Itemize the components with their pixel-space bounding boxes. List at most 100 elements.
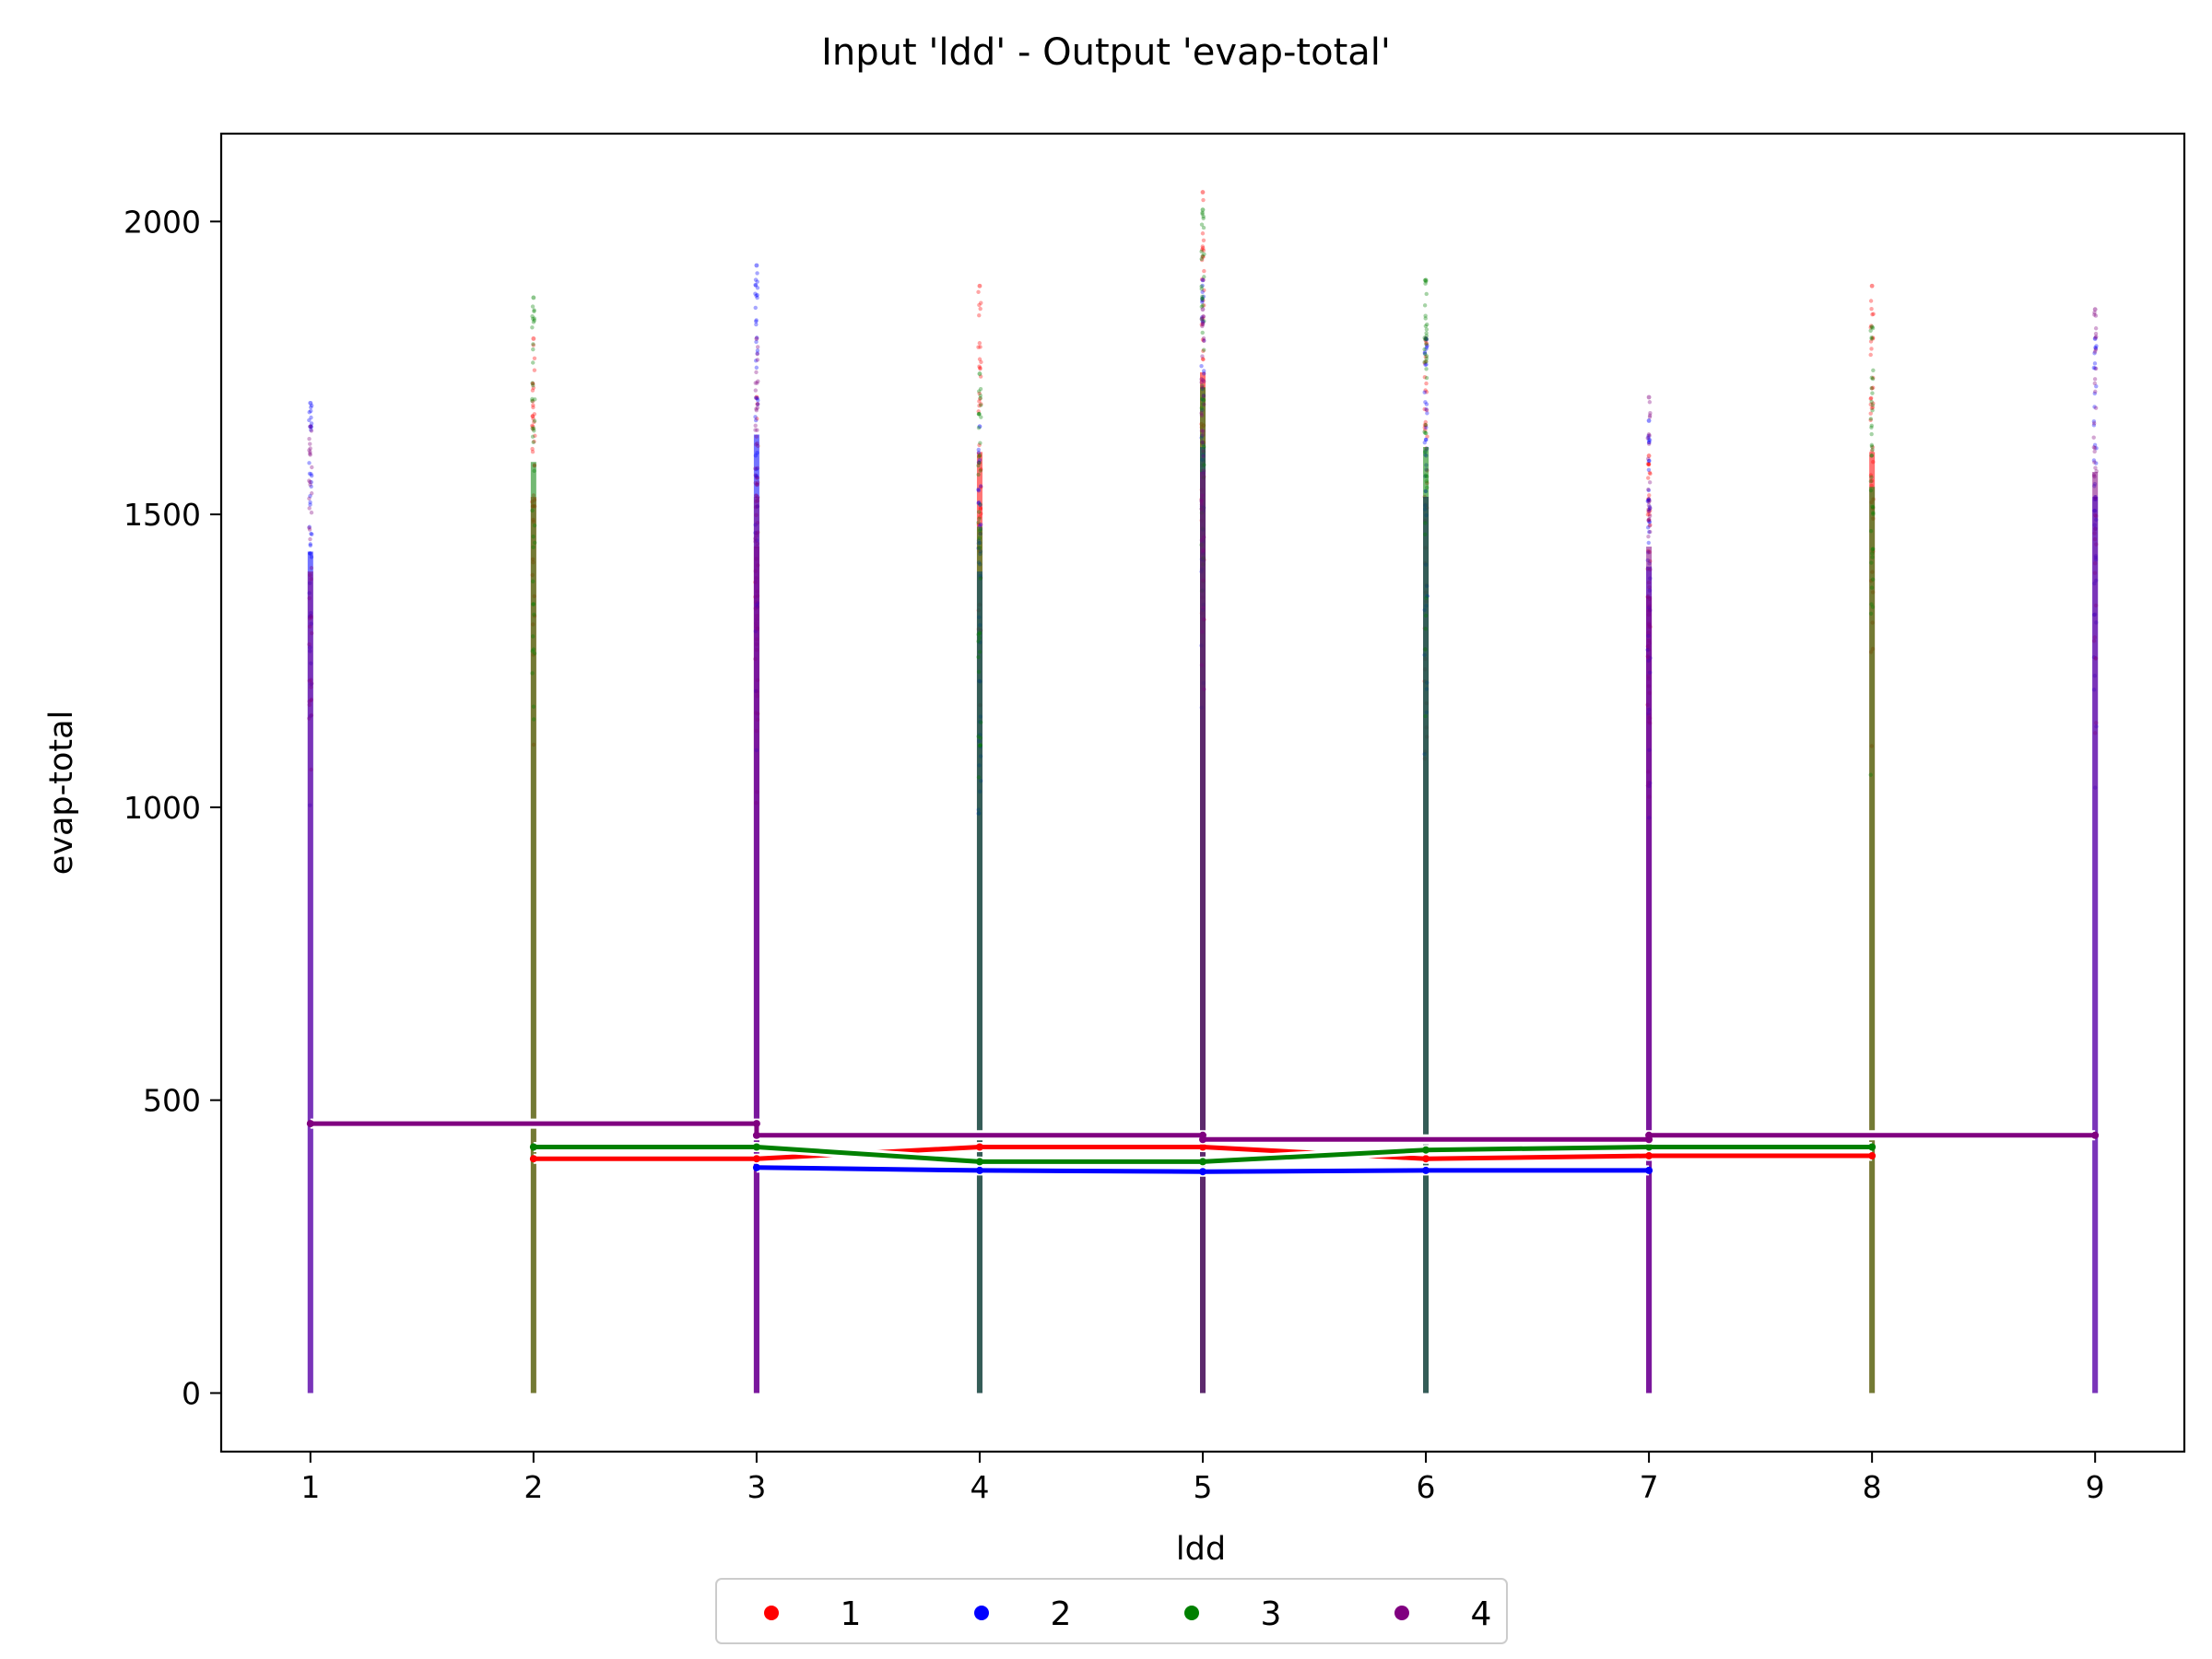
- data-point: [1201, 248, 1206, 253]
- data-point: [1201, 606, 1206, 610]
- series-2-line-vertex: [975, 1166, 983, 1174]
- data-point: [1870, 555, 1875, 559]
- data-point: [1199, 249, 1204, 254]
- data-point: [1648, 505, 1653, 511]
- data-point: [2092, 391, 2097, 396]
- data-point: [308, 453, 312, 457]
- data-point: [1201, 214, 1206, 219]
- data-point: [755, 613, 759, 618]
- data-point: [979, 485, 983, 489]
- data-point: [1423, 338, 1428, 343]
- data-point: [1200, 384, 1205, 390]
- data-point: [1871, 401, 1876, 406]
- data-point: [531, 405, 535, 410]
- data-point: [2092, 571, 2098, 575]
- data-point: [531, 424, 535, 429]
- data-point: [755, 358, 760, 362]
- data-point: [2092, 460, 2097, 465]
- legend-frame: [715, 1578, 1508, 1644]
- data-point: [2092, 531, 2097, 535]
- data-point: [1647, 519, 1652, 524]
- data-point: [1422, 450, 1428, 454]
- data-point: [1199, 222, 1205, 227]
- data-point: [977, 399, 982, 404]
- data-point: [977, 631, 982, 636]
- data-point-max: [1869, 324, 1875, 330]
- data-point: [2092, 361, 2098, 366]
- data-point: [977, 453, 982, 458]
- data-point: [530, 381, 535, 385]
- data-point: [2091, 419, 2097, 424]
- data-point: [307, 436, 312, 441]
- data-point-max: [1646, 453, 1652, 458]
- data-point: [1868, 478, 1874, 484]
- data-point: [1202, 379, 1206, 383]
- data-point-max: [2092, 307, 2098, 312]
- data-point: [754, 395, 759, 401]
- data-point: [1423, 428, 1428, 432]
- data-point: [308, 493, 312, 499]
- data-point: [1869, 336, 1874, 341]
- data-point: [1870, 385, 1876, 390]
- data-point: [978, 395, 982, 401]
- data-point: [2092, 381, 2098, 386]
- data-point: [531, 426, 536, 431]
- data-point: [1201, 578, 1206, 582]
- data-point: [1424, 381, 1429, 386]
- mean-lines-layer: [306, 1118, 2100, 1177]
- data-point: [1869, 399, 1874, 405]
- data-point: [976, 500, 981, 506]
- data-point: [530, 426, 535, 431]
- legend-label: 4: [1471, 1595, 1492, 1633]
- data-point: [309, 425, 313, 429]
- data-point: [2091, 445, 2097, 450]
- data-point: [1868, 395, 1874, 401]
- data-point: [1201, 453, 1206, 459]
- data-point: [753, 418, 759, 423]
- data-point: [1201, 314, 1206, 319]
- data-point-max: [1646, 418, 1652, 423]
- data-point: [979, 359, 983, 365]
- y-tick-label: 2000: [124, 204, 201, 240]
- data-point: [977, 535, 982, 541]
- data-point: [1424, 402, 1430, 406]
- data-point-max: [754, 336, 759, 341]
- data-point: [532, 439, 536, 444]
- data-point: [1868, 352, 1873, 358]
- data-point: [2092, 349, 2098, 354]
- data-point: [309, 685, 313, 689]
- data-point: [1425, 322, 1430, 327]
- data-point: [1199, 256, 1204, 262]
- data-point: [532, 429, 536, 433]
- data-point: [1202, 252, 1206, 257]
- data-point: [976, 411, 982, 417]
- data-point: [1200, 324, 1205, 329]
- legend: 1 2 3 4: [715, 1578, 1508, 1644]
- data-point: [1868, 529, 1874, 534]
- data-point: [977, 650, 982, 654]
- data-point: [1202, 535, 1206, 539]
- data-point: [2093, 313, 2099, 318]
- data-point: [2094, 383, 2099, 389]
- data-point: [1424, 474, 1430, 479]
- data-point: [1868, 396, 1873, 401]
- data-point: [1645, 525, 1651, 530]
- data-point: [530, 450, 535, 454]
- data-point: [530, 579, 535, 583]
- data-point: [307, 461, 312, 465]
- data-point: [1201, 197, 1206, 203]
- data-point: [2093, 346, 2099, 351]
- data-point: [978, 735, 983, 740]
- data-point: [1869, 483, 1874, 488]
- legend-marker: [1184, 1606, 1199, 1620]
- legend-marker: [1394, 1606, 1409, 1620]
- data-point: [309, 424, 313, 429]
- data-point: [976, 632, 981, 637]
- data-point: [1645, 512, 1651, 517]
- data-point: [1422, 406, 1427, 412]
- data-point: [308, 441, 312, 446]
- data-point: [1201, 429, 1206, 434]
- series-1-line-vertex: [752, 1155, 760, 1163]
- data-point: [753, 428, 758, 432]
- data-point: [1201, 348, 1206, 354]
